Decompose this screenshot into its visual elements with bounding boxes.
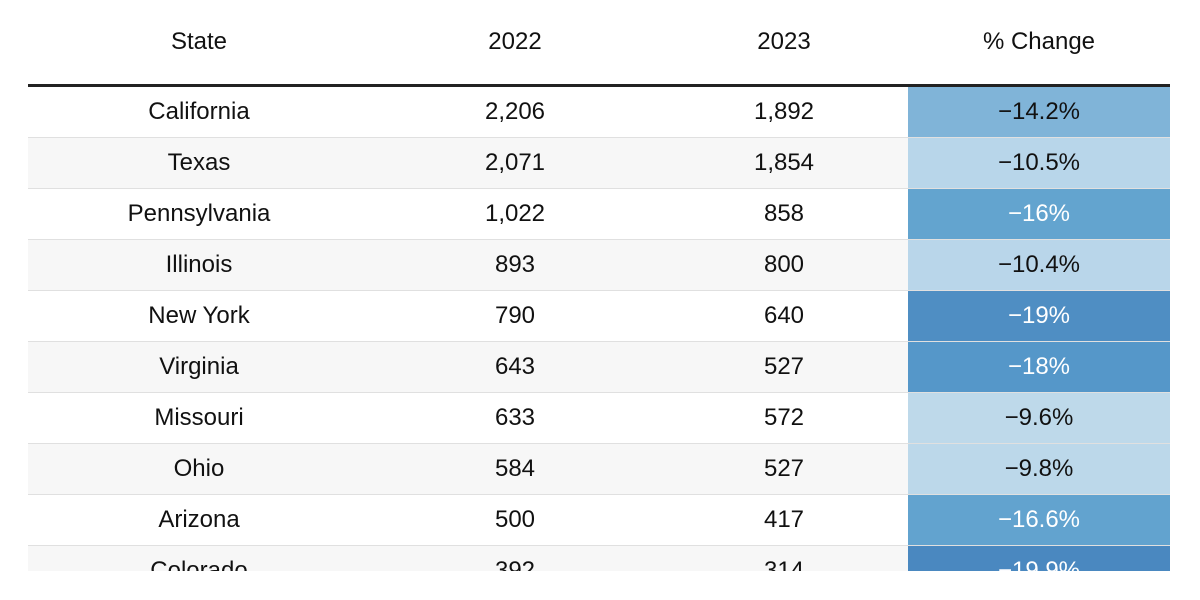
- change-cell: −19%: [908, 290, 1170, 342]
- table-row: New York 790 640 −19%: [28, 290, 1170, 342]
- column-header: State: [28, 0, 370, 87]
- table-row: Missouri 633 572 −9.6%: [28, 392, 1170, 444]
- table-container: State 2022 2023% Change California 2,206 1,8…: [28, 0, 1170, 571]
- value-cell: 1,892: [660, 85, 908, 138]
- value-cell: 790: [370, 290, 660, 342]
- value-cell: 392: [370, 545, 660, 571]
- value-cell: 2,206: [370, 85, 660, 138]
- table-row: Colorado 392 314 −19.9%: [28, 545, 1170, 571]
- column-header: 2022: [370, 0, 660, 87]
- value-cell: 527: [660, 341, 908, 393]
- change-cell: −10.4%: [908, 239, 1170, 291]
- value-cell: 640: [660, 290, 908, 342]
- value-cell: 633: [370, 392, 660, 444]
- table-row: California 2,206 1,892 −14.2%: [28, 85, 1170, 138]
- change-cell: −10.5%: [908, 137, 1170, 189]
- value-cell: 800: [660, 239, 908, 291]
- value-cell: 584: [370, 443, 660, 495]
- change-cell: −16%: [908, 188, 1170, 240]
- value-cell: 500: [370, 494, 660, 546]
- state-cell: Pennsylvania: [28, 188, 370, 240]
- table-row: Ohio 584 527 −9.8%: [28, 443, 1170, 495]
- value-cell: 2,071: [370, 137, 660, 189]
- value-cell: 1,854: [660, 137, 908, 189]
- value-cell: 572: [660, 392, 908, 444]
- change-cell: −14.2%: [908, 85, 1170, 138]
- value-cell: 643: [370, 341, 660, 393]
- change-cell: −18%: [908, 341, 1170, 393]
- table-body: California 2,206 1,892 −14.2% Texas 2,071 1,85…: [28, 85, 1170, 571]
- value-cell: 858: [660, 188, 908, 240]
- state-cell: Illinois: [28, 239, 370, 291]
- state-cell: Texas: [28, 137, 370, 189]
- value-cell: 1,022: [370, 188, 660, 240]
- state-cell: Ohio: [28, 443, 370, 495]
- value-cell: 893: [370, 239, 660, 291]
- value-cell: 314: [660, 545, 908, 571]
- table-row: Arizona 500 417 −16.6%: [28, 494, 1170, 546]
- change-cell: −9.8%: [908, 443, 1170, 495]
- state-cell: Missouri: [28, 392, 370, 444]
- data-table: State 2022 2023% Change California 2,206 1,8…: [28, 0, 1170, 571]
- column-header: % Change: [908, 0, 1170, 87]
- state-cell: Virginia: [28, 341, 370, 393]
- value-cell: 417: [660, 494, 908, 546]
- change-cell: −16.6%: [908, 494, 1170, 546]
- table-header: State 2022 2023% Change: [28, 0, 1170, 87]
- change-cell: −9.6%: [908, 392, 1170, 444]
- table-row: Virginia 643 527 −18%: [28, 341, 1170, 393]
- state-cell: New York: [28, 290, 370, 342]
- state-cell: Colorado: [28, 545, 370, 571]
- header-row: State 2022 2023% Change: [28, 0, 1170, 87]
- table-row: Illinois 893 800 −10.4%: [28, 239, 1170, 291]
- column-header: 2023: [660, 0, 908, 87]
- state-cell: Arizona: [28, 494, 370, 546]
- value-cell: 527: [660, 443, 908, 495]
- state-cell: California: [28, 85, 370, 138]
- table-row: Texas 2,071 1,854 −10.5%: [28, 137, 1170, 189]
- change-cell: −19.9%: [908, 545, 1170, 571]
- table-row: Pennsylvania 1,022 858 −16%: [28, 188, 1170, 240]
